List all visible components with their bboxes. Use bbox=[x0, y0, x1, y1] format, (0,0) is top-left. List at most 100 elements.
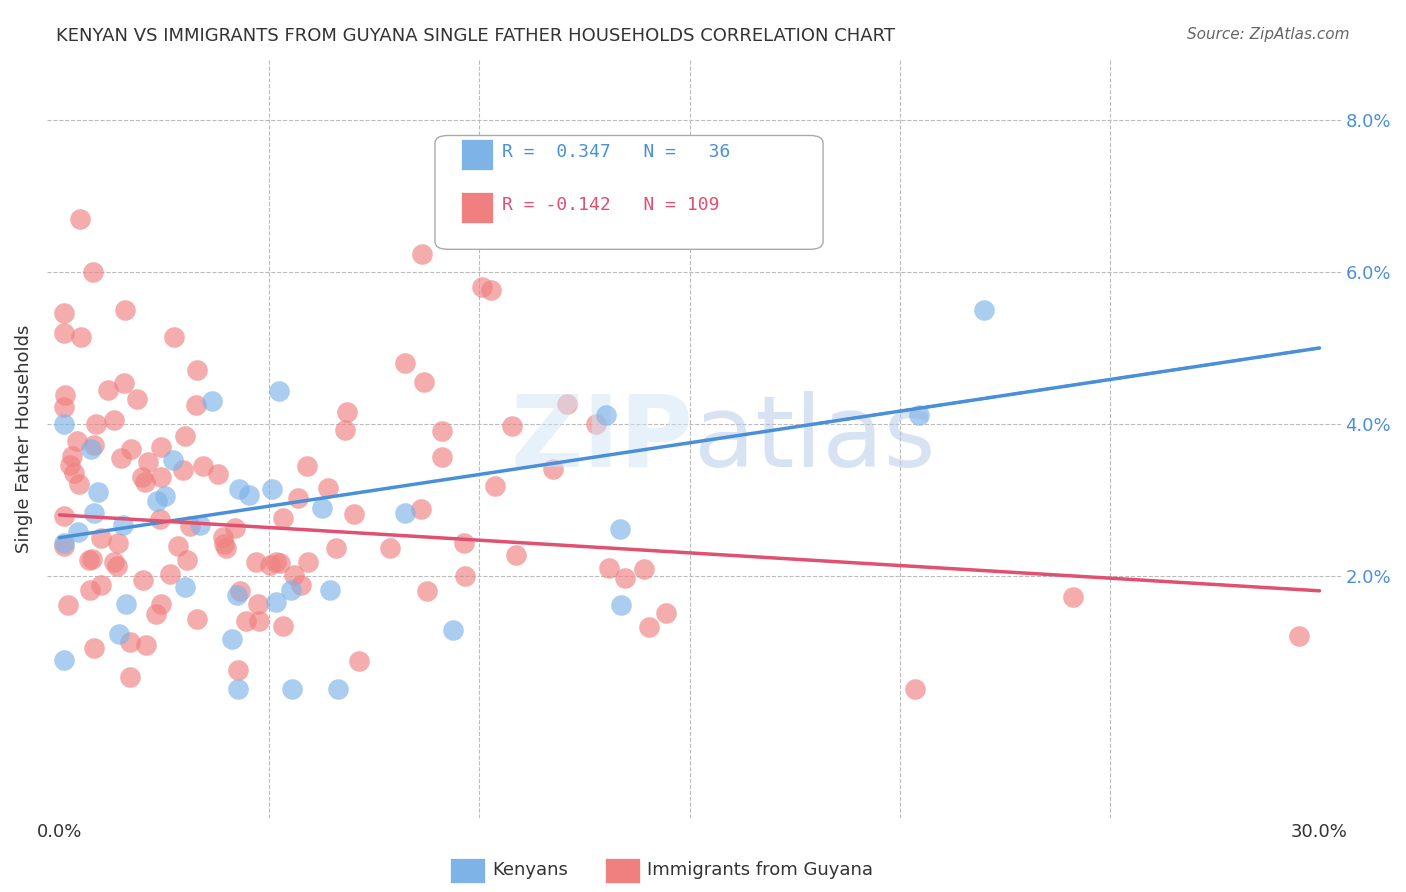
Point bbox=[637, 620, 659, 634]
Point bbox=[52, 326, 75, 340]
Point bbox=[655, 607, 678, 621]
Point bbox=[112, 376, 135, 391]
Point bbox=[411, 502, 433, 516]
Text: atlas: atlas bbox=[693, 391, 935, 488]
Point bbox=[501, 419, 523, 434]
Point bbox=[541, 462, 564, 476]
Point bbox=[280, 583, 302, 598]
Point bbox=[505, 548, 527, 562]
Point bbox=[247, 598, 270, 612]
Bar bbox=[461, 193, 494, 223]
Point bbox=[226, 664, 249, 678]
Point bbox=[226, 681, 249, 696]
Point bbox=[412, 376, 434, 390]
Point bbox=[247, 615, 270, 629]
Point bbox=[149, 597, 172, 611]
Point bbox=[280, 682, 302, 697]
Point bbox=[269, 556, 291, 570]
Point bbox=[319, 582, 342, 597]
Point bbox=[176, 553, 198, 567]
Point bbox=[207, 467, 229, 481]
Point bbox=[328, 682, 350, 697]
Point bbox=[65, 434, 87, 449]
Text: R =  0.347   N =   36: R = 0.347 N = 36 bbox=[502, 144, 731, 161]
Point bbox=[259, 558, 281, 572]
Point bbox=[149, 512, 172, 526]
Point bbox=[336, 405, 359, 419]
Point bbox=[614, 571, 637, 585]
Point bbox=[453, 536, 475, 550]
Point bbox=[430, 424, 453, 438]
Point bbox=[83, 506, 105, 520]
Point bbox=[273, 511, 295, 525]
Point bbox=[215, 541, 238, 555]
Point bbox=[224, 521, 246, 535]
Point bbox=[155, 489, 177, 503]
Point bbox=[174, 580, 197, 594]
Point bbox=[179, 519, 201, 533]
Point bbox=[174, 428, 197, 442]
Point bbox=[264, 555, 287, 569]
Point bbox=[52, 535, 75, 549]
Point bbox=[105, 559, 128, 574]
Point bbox=[103, 555, 125, 569]
Point bbox=[193, 459, 215, 474]
Point bbox=[190, 517, 212, 532]
Point bbox=[103, 413, 125, 427]
Point bbox=[973, 303, 995, 318]
Point bbox=[394, 356, 416, 370]
Point bbox=[226, 588, 249, 602]
Point bbox=[77, 553, 100, 567]
Point bbox=[1062, 590, 1084, 604]
Point bbox=[146, 494, 169, 508]
Point bbox=[53, 417, 76, 431]
Point bbox=[67, 524, 90, 539]
Point bbox=[149, 441, 172, 455]
Point bbox=[1288, 629, 1310, 643]
Point bbox=[83, 641, 105, 656]
Point bbox=[69, 211, 91, 226]
Point bbox=[228, 482, 250, 496]
Point bbox=[114, 302, 136, 317]
Point bbox=[595, 409, 617, 423]
Point bbox=[555, 397, 578, 411]
Point bbox=[380, 541, 402, 555]
Point bbox=[260, 482, 283, 496]
Point bbox=[212, 537, 235, 551]
Point bbox=[200, 393, 222, 408]
Bar bbox=[461, 139, 494, 169]
Point bbox=[62, 466, 84, 480]
Point bbox=[235, 614, 257, 628]
Point bbox=[59, 458, 82, 472]
Point bbox=[52, 508, 75, 523]
Point bbox=[212, 530, 235, 544]
Point bbox=[120, 670, 142, 684]
Point bbox=[908, 408, 931, 422]
Point bbox=[316, 481, 339, 495]
Point bbox=[264, 595, 287, 609]
Point bbox=[79, 583, 101, 598]
Point bbox=[70, 330, 93, 344]
Point bbox=[135, 639, 157, 653]
Point bbox=[52, 306, 75, 320]
Point bbox=[454, 569, 477, 583]
Point bbox=[430, 450, 453, 465]
Point bbox=[335, 423, 357, 437]
Point bbox=[52, 653, 75, 667]
FancyBboxPatch shape bbox=[434, 136, 823, 250]
Point bbox=[90, 532, 112, 546]
Point bbox=[83, 438, 105, 452]
Point bbox=[90, 577, 112, 591]
Point bbox=[52, 540, 75, 554]
Point bbox=[112, 517, 135, 532]
Text: ZIP: ZIP bbox=[510, 391, 693, 488]
Point bbox=[229, 583, 252, 598]
Point bbox=[245, 556, 267, 570]
Point bbox=[80, 442, 103, 457]
Point bbox=[904, 682, 927, 697]
Text: KENYAN VS IMMIGRANTS FROM GUYANA SINGLE FATHER HOUSEHOLDS CORRELATION CHART: KENYAN VS IMMIGRANTS FROM GUYANA SINGLE … bbox=[56, 27, 896, 45]
Point bbox=[166, 539, 188, 553]
Point bbox=[97, 383, 120, 397]
Point bbox=[120, 634, 142, 648]
Point bbox=[343, 507, 366, 521]
